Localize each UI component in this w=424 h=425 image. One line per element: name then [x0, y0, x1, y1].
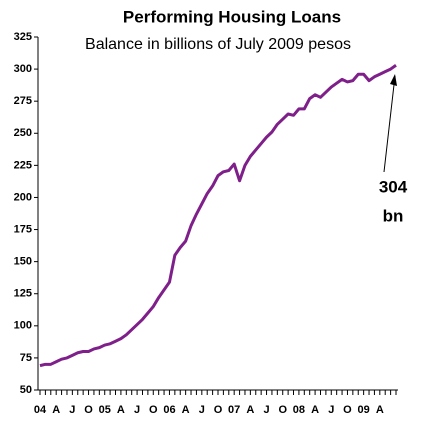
y-tick-label: 200 [14, 191, 32, 203]
data-line [39, 64, 397, 368]
x-tick-label: A [117, 404, 125, 416]
x-tick-label: O [149, 404, 158, 416]
x-tick-label: 07 [228, 404, 240, 416]
x-tick-label: J [134, 404, 140, 416]
x-tick-label: 05 [99, 404, 111, 416]
x-tick-label: O [84, 404, 93, 416]
x-tick-label: 09 [358, 404, 370, 416]
y-tick-label: 50 [20, 384, 32, 396]
y-tick-label: 225 [14, 159, 32, 171]
y-tick-label: 275 [14, 95, 32, 107]
y-tick-label: 250 [14, 127, 32, 139]
x-tick-label: A [246, 404, 254, 416]
y-tick-label: 100 [14, 320, 32, 332]
x-tick-label: O [214, 404, 223, 416]
y-tick-label: 175 [14, 223, 32, 235]
x-tick-label: A [182, 404, 190, 416]
y-tick-label: 75 [20, 352, 32, 364]
x-tick-label: 06 [163, 404, 175, 416]
x-tick-label: O [278, 404, 287, 416]
x-tick-label: O [343, 404, 352, 416]
y-tick-label: 325 [14, 31, 32, 43]
x-tick-label: A [376, 404, 384, 416]
chart-title: Performing Housing Loans [123, 7, 341, 26]
x-tick-label: J [263, 404, 269, 416]
x-tick-label: J [199, 404, 205, 416]
arrow-head [390, 74, 397, 86]
y-tick-label: 150 [14, 256, 32, 268]
x-tick-label: 04 [34, 404, 47, 416]
annotation: bn [383, 206, 404, 225]
x-tick-label: J [328, 404, 334, 416]
x-tick-label: A [52, 404, 60, 416]
chart-subtitle: Balance in billions of July 2009 pesos [85, 36, 351, 53]
y-tick-label: 125 [14, 288, 32, 300]
x-tick-label: A [311, 404, 319, 416]
y-tick-label: 300 [14, 63, 32, 75]
annotation: 304 [379, 177, 408, 196]
x-tick-label: J [69, 404, 75, 416]
annotation-arrow [383, 75, 396, 173]
x-tick-label: 08 [293, 404, 305, 416]
